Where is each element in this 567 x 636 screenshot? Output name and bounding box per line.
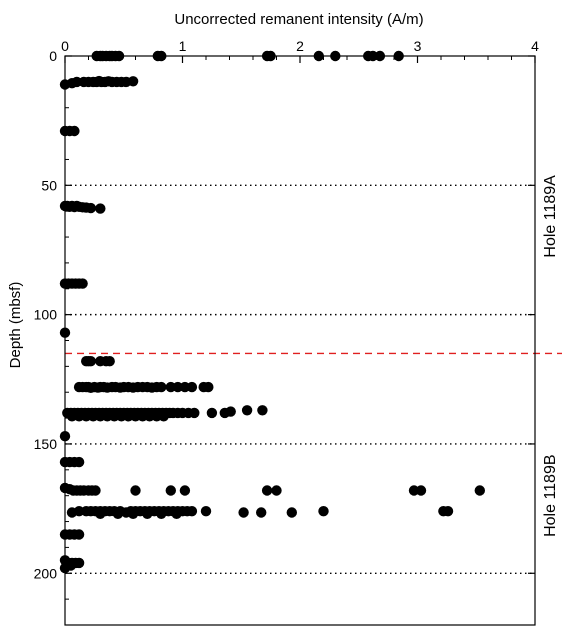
data-point-46 (85, 202, 97, 214)
data-point-138 (206, 407, 218, 419)
data-point-33 (127, 76, 139, 87)
data-point-57 (85, 356, 97, 367)
grid-lines (65, 184, 535, 574)
data-point-199 (286, 507, 297, 518)
data-point-147 (73, 456, 85, 468)
data-point-158 (165, 485, 176, 496)
data-point-86 (186, 381, 198, 393)
data-point-47 (95, 203, 106, 214)
data-point-36 (69, 125, 80, 137)
data-point-189 (186, 506, 198, 517)
data-point-211 (73, 557, 85, 569)
data-points (59, 50, 485, 574)
data-point-159 (179, 485, 191, 496)
hole-label-1189b: Hole 1189B (542, 454, 559, 536)
data-point-197 (238, 507, 249, 518)
x-axis-ticks: 0 1 2 3 4 (61, 38, 539, 63)
y-tick-label-100: 100 (34, 307, 58, 323)
data-point-198 (256, 507, 267, 518)
data-point-192 (112, 508, 124, 519)
x-axis-title: Uncorrected remanent intensity (A/m) (174, 11, 423, 28)
data-point-195 (156, 508, 167, 519)
data-point-161 (271, 485, 282, 496)
data-point-88 (203, 381, 214, 393)
data-point-53 (77, 278, 88, 289)
data-point-137 (158, 411, 169, 422)
y-tick-label-0: 0 (49, 48, 57, 64)
data-point-190 (200, 506, 212, 517)
data-point-157 (130, 485, 141, 496)
x-tick-label-3: 3 (414, 38, 422, 54)
data-point-200 (318, 506, 329, 517)
data-point-202 (442, 506, 454, 517)
data-point-140 (225, 406, 236, 417)
y-tick-label-200: 200 (34, 565, 58, 581)
data-point-191 (95, 508, 106, 519)
data-point-206 (73, 529, 85, 540)
data-point-163 (415, 485, 427, 496)
data-point-123 (189, 407, 200, 419)
x-tick-label-2: 2 (296, 38, 304, 54)
y-axis-ticks: 0 50 100 150 200 (34, 48, 535, 626)
y-tick-label-50: 50 (41, 177, 57, 193)
x-tick-label-4: 4 (531, 38, 539, 54)
y-axis-title: Depth (mbsf) (7, 282, 24, 369)
plot-frame (64, 55, 536, 626)
x-tick-label-1: 1 (179, 38, 187, 54)
data-point-196 (171, 508, 182, 519)
data-point-142 (257, 405, 268, 416)
data-point-194 (142, 508, 153, 519)
data-point-156 (90, 485, 101, 496)
data-point-164 (474, 485, 485, 496)
data-point-141 (241, 405, 253, 416)
y-tick-label-150: 150 (34, 436, 58, 452)
data-point-193 (127, 508, 139, 519)
data-point-82 (156, 381, 167, 393)
x-tick-label-0: 0 (61, 38, 69, 54)
data-point-60 (104, 356, 115, 367)
data-point-160 (261, 485, 273, 496)
hole-label-1189a: Hole 1189A (542, 175, 559, 258)
